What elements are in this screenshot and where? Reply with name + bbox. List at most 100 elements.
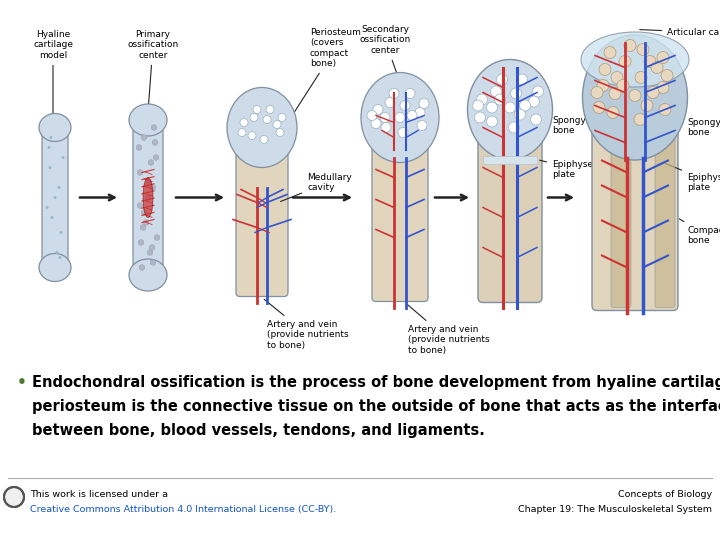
Circle shape: [266, 105, 274, 113]
Circle shape: [398, 127, 408, 138]
Circle shape: [150, 260, 156, 265]
Circle shape: [599, 64, 611, 76]
Circle shape: [607, 106, 619, 118]
Circle shape: [150, 185, 156, 190]
Circle shape: [248, 132, 256, 139]
Circle shape: [240, 118, 248, 126]
Text: cc: cc: [5, 492, 14, 502]
Circle shape: [647, 86, 659, 98]
Circle shape: [139, 265, 145, 271]
Circle shape: [141, 134, 147, 140]
Circle shape: [4, 487, 24, 507]
Circle shape: [516, 74, 528, 85]
Circle shape: [624, 39, 636, 51]
Circle shape: [145, 195, 150, 200]
Circle shape: [505, 102, 516, 113]
Circle shape: [657, 51, 669, 64]
Circle shape: [477, 94, 487, 105]
Circle shape: [278, 113, 286, 122]
Circle shape: [371, 118, 381, 129]
Text: Artery and vein
(provide nutrients
to bone): Artery and vein (provide nutrients to bo…: [264, 299, 348, 350]
Circle shape: [140, 225, 145, 230]
Circle shape: [635, 71, 647, 84]
Circle shape: [533, 86, 544, 97]
Circle shape: [617, 79, 629, 91]
Text: Articular cartilage: Articular cartilage: [640, 28, 720, 37]
Ellipse shape: [581, 32, 689, 87]
Circle shape: [611, 71, 623, 84]
Circle shape: [641, 99, 653, 111]
Circle shape: [597, 79, 609, 91]
FancyBboxPatch shape: [372, 133, 428, 301]
Circle shape: [490, 86, 502, 97]
Circle shape: [149, 245, 155, 251]
Circle shape: [238, 129, 246, 137]
Circle shape: [147, 249, 153, 255]
Circle shape: [417, 120, 427, 131]
Circle shape: [151, 125, 157, 130]
Circle shape: [520, 100, 531, 111]
Text: Creative Commons Attribution 4.0 International License (CC-BY).: Creative Commons Attribution 4.0 Interna…: [30, 505, 336, 514]
Circle shape: [609, 87, 621, 99]
FancyBboxPatch shape: [655, 129, 675, 307]
Circle shape: [395, 112, 405, 123]
Text: between bone, blood vessels, tendons, and ligaments.: between bone, blood vessels, tendons, an…: [32, 423, 485, 438]
Ellipse shape: [39, 253, 71, 281]
FancyBboxPatch shape: [478, 127, 542, 302]
Circle shape: [385, 98, 395, 107]
Text: Artery and vein
(provide nutrients
to bone): Artery and vein (provide nutrients to bo…: [407, 305, 490, 355]
Circle shape: [138, 202, 143, 208]
Text: This work is licensed under a: This work is licensed under a: [30, 490, 168, 499]
Circle shape: [276, 129, 284, 137]
Text: Periosteum
(covers
compact
bone): Periosteum (covers compact bone): [264, 28, 361, 160]
Text: periosteum is the connective tissue on the outside of bone that acts as the inte: periosteum is the connective tissue on t…: [32, 399, 720, 414]
Circle shape: [250, 113, 258, 122]
Ellipse shape: [39, 113, 71, 141]
Ellipse shape: [361, 72, 439, 163]
Circle shape: [253, 105, 261, 113]
FancyBboxPatch shape: [236, 133, 288, 296]
Circle shape: [143, 220, 149, 225]
Circle shape: [415, 107, 425, 118]
Ellipse shape: [467, 59, 552, 159]
FancyBboxPatch shape: [592, 125, 678, 310]
Text: Epiphyseal
plate: Epiphyseal plate: [540, 160, 601, 179]
Circle shape: [50, 136, 53, 139]
Circle shape: [138, 240, 144, 245]
Circle shape: [273, 120, 281, 129]
Text: Concepts of Biology: Concepts of Biology: [618, 490, 712, 499]
Text: Hyaline
cartilage
model: Hyaline cartilage model: [33, 30, 73, 114]
Circle shape: [45, 206, 48, 209]
Circle shape: [48, 146, 50, 149]
Circle shape: [48, 166, 52, 169]
FancyBboxPatch shape: [133, 118, 163, 277]
Circle shape: [515, 109, 526, 120]
Circle shape: [407, 111, 417, 120]
Circle shape: [141, 210, 147, 215]
Ellipse shape: [143, 178, 153, 218]
Circle shape: [260, 136, 268, 144]
Circle shape: [510, 88, 521, 99]
Circle shape: [472, 100, 484, 111]
FancyBboxPatch shape: [483, 156, 537, 164]
Circle shape: [497, 74, 508, 85]
Circle shape: [55, 251, 58, 254]
Circle shape: [487, 116, 498, 127]
Text: Secondary
ossification
center: Secondary ossification center: [359, 25, 410, 80]
Circle shape: [591, 86, 603, 98]
Circle shape: [380, 112, 390, 123]
Circle shape: [146, 180, 152, 185]
Circle shape: [389, 89, 399, 98]
Circle shape: [487, 102, 498, 113]
Ellipse shape: [129, 104, 167, 136]
Circle shape: [528, 96, 539, 107]
Circle shape: [263, 116, 271, 124]
Circle shape: [400, 100, 410, 111]
Text: Compact
bone: Compact bone: [680, 219, 720, 245]
Text: Spongy
bone: Spongy bone: [541, 113, 586, 135]
Circle shape: [58, 186, 60, 189]
Circle shape: [381, 123, 391, 132]
Circle shape: [629, 90, 641, 102]
Ellipse shape: [227, 87, 297, 167]
Circle shape: [154, 235, 160, 240]
